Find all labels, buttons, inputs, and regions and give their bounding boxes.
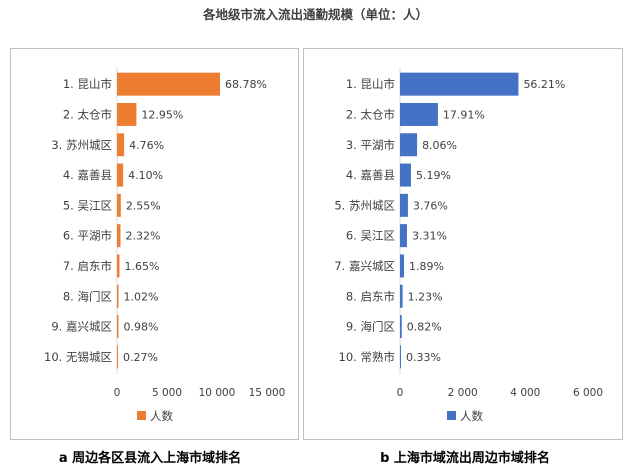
- chart-a-bar: [117, 254, 120, 278]
- chart-a-data-label: 2.55%: [126, 199, 161, 212]
- chart-a-bar: [117, 284, 119, 308]
- chart-b-bar: [400, 133, 418, 157]
- chart-b-category-label: 1. 昆山市: [346, 77, 395, 91]
- chart-b-legend-swatch: [447, 411, 456, 420]
- chart-b-category-label: 10. 常熟市: [339, 350, 395, 364]
- chart-a-bar: [117, 72, 220, 96]
- chart-b-data-label: 0.33%: [406, 351, 441, 364]
- chart-a-data-label: 2.32%: [125, 230, 160, 243]
- chart-b-caption: b 上海市域流出周边市域排名: [380, 451, 550, 466]
- chart-a-category-label: 5. 吴江区: [63, 198, 112, 212]
- chart-b-category-label: 9. 海门区: [346, 320, 395, 334]
- chart-a-bar: [117, 345, 118, 369]
- chart-panel-b: 1. 昆山市 56.21% 2. 太仓市 17.91% 3. 平湖市 8.06% 4. 嘉善…: [303, 48, 623, 440]
- chart-a-data-label: 12.95%: [141, 108, 183, 121]
- chart-a-bar: [117, 224, 121, 248]
- chart-b-x-tick-label: 6 000: [573, 387, 603, 399]
- chart-b-x-tick-label: 2 000: [448, 387, 478, 399]
- chart-b-bar: [400, 72, 519, 96]
- chart-a-category-label: 9. 嘉兴城区: [51, 320, 112, 334]
- chart-a-legend-label: 人数: [150, 409, 173, 423]
- chart-a-caption: a 周边各区县流入上海市域排名: [58, 451, 242, 466]
- chart-a-category-label: 3. 苏州城区: [51, 138, 112, 152]
- chart-a-bar: [117, 193, 121, 217]
- chart-a-category-label: 6. 平湖市: [63, 229, 112, 243]
- chart-b-data-label: 3.31%: [412, 230, 447, 243]
- chart-b-bar: [400, 345, 401, 369]
- chart-b-category-label: 3. 平湖市: [346, 138, 395, 152]
- chart-b-bar: [400, 315, 402, 339]
- chart-b-x-tick-label: 4 000: [510, 387, 540, 399]
- chart-a-category-label: 1. 昆山市: [63, 77, 112, 91]
- chart-a-x-tick-label: 15 000: [249, 387, 286, 399]
- chart-b-category-label: 5. 苏州城区: [334, 198, 395, 212]
- chart-a-category-label: 7. 启东市: [63, 259, 112, 273]
- chart-a-data-label: 1.02%: [124, 290, 159, 303]
- chart-b-category-label: 2. 太仓市: [346, 107, 395, 121]
- chart-b-bar: [400, 224, 407, 248]
- chart-a-x-tick-label: 5 000: [152, 387, 182, 399]
- chart-a-svg: 1. 昆山市 68.78% 2. 太仓市 12.95% 3. 苏州城区 4.76% 4. 嘉…: [44, 67, 286, 423]
- chart-b-bar: [400, 254, 404, 278]
- chart-b-data-label: 3.76%: [413, 199, 448, 212]
- chart-b-bar: [400, 284, 403, 308]
- chart-a-category-label: 8. 海门区: [63, 289, 112, 303]
- chart-a-data-label: 0.98%: [123, 321, 158, 334]
- chart-a-legend-swatch: [137, 411, 146, 420]
- chart-b-x-tick-label: 0: [397, 387, 404, 399]
- chart-a-bar: [117, 102, 137, 126]
- chart-b-bar: [400, 102, 438, 126]
- chart-a-bar: [117, 315, 119, 339]
- chart-a-data-label: 0.27%: [123, 351, 158, 364]
- chart-b-bar: [400, 193, 408, 217]
- chart-b-data-label: 5.19%: [416, 169, 451, 182]
- chart-a-category-label: 4. 嘉善县: [63, 168, 112, 182]
- chart-b-data-label: 56.21%: [523, 78, 565, 91]
- chart-a-category-label: 2. 太仓市: [63, 107, 112, 121]
- chart-a-bar: [117, 163, 124, 187]
- chart-b-category-label: 6. 吴江区: [346, 229, 395, 243]
- chart-a-data-label: 68.78%: [225, 78, 267, 91]
- chart-b-data-label: 0.82%: [407, 321, 442, 334]
- chart-a-x-tick-label: 10 000: [199, 387, 236, 399]
- page-title: 各地级市流入流出通勤规模（单位：人）: [202, 7, 428, 22]
- chart-a-data-label: 4.10%: [128, 169, 163, 182]
- chart-b-category-label: 8. 启东市: [346, 289, 395, 303]
- chart-a-data-label: 4.76%: [129, 139, 164, 152]
- chart-b-category-label: 7. 嘉兴城区: [334, 259, 395, 273]
- chart-a-x-tick-label: 0: [114, 387, 121, 399]
- chart-b-data-label: 1.89%: [409, 260, 444, 273]
- chart-a-data-label: 1.65%: [124, 260, 159, 273]
- chart-panel-a: 1. 昆山市 68.78% 2. 太仓市 12.95% 3. 苏州城区 4.76% 4. 嘉…: [10, 48, 299, 440]
- chart-b-svg: 1. 昆山市 56.21% 2. 太仓市 17.91% 3. 平湖市 8.06% 4. 嘉善…: [334, 67, 603, 423]
- chart-b-data-label: 1.23%: [408, 290, 443, 303]
- chart-a-bar: [117, 133, 125, 157]
- chart-a-category-label: 10. 无锡城区: [44, 350, 112, 364]
- chart-b-data-label: 17.91%: [443, 108, 485, 121]
- chart-b-legend-label: 人数: [460, 409, 483, 423]
- chart-b-category-label: 4. 嘉善县: [346, 168, 395, 182]
- chart-b-data-label: 8.06%: [422, 139, 457, 152]
- chart-b-bar: [400, 163, 411, 187]
